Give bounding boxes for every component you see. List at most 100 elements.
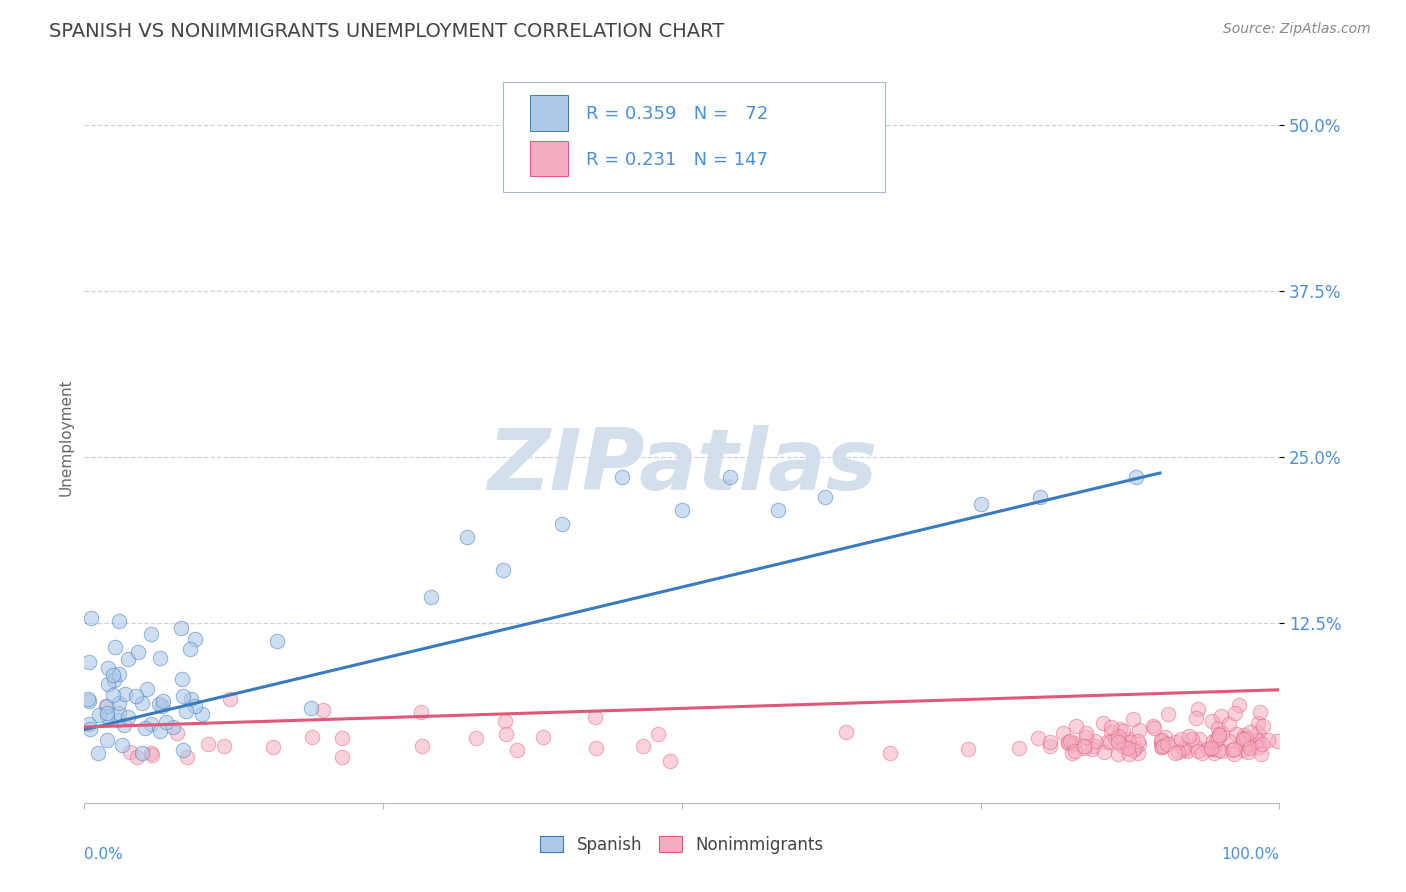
Point [1178,729,1201,743]
Point [1239,737,1261,751]
Text: R = 0.231   N = 147: R = 0.231 N = 147 [586,151,768,169]
Point [612,470,634,484]
Point [1246,733,1268,747]
Point [110,738,132,752]
Point [97,677,120,691]
Bar [530,141,568,177]
Point [1265,734,1288,748]
Point [1099,735,1122,749]
Point [1092,745,1115,759]
Point [107,706,129,721]
Point [1153,730,1175,744]
Point [1223,706,1246,721]
Text: Source: ZipAtlas.com: Source: ZipAtlas.com [1223,22,1371,37]
Point [107,713,129,727]
Point [152,694,174,708]
Point [1074,730,1097,744]
Point [77,692,100,706]
Point [1204,746,1226,760]
Point [1199,741,1222,756]
Point [1118,735,1140,749]
Point [155,715,177,730]
Text: ZIPatlas: ZIPatlas [486,425,877,508]
Point [301,701,323,715]
Point [1123,740,1146,755]
Point [134,722,156,736]
Point [87,746,110,760]
Point [148,697,170,711]
Point [1197,741,1219,756]
Point [1064,718,1087,732]
Point [1206,721,1229,735]
Point [1175,744,1198,758]
Point [718,470,741,484]
Point [96,733,118,747]
Point [1223,742,1246,756]
Point [465,731,488,746]
Point [1039,735,1062,749]
Point [1211,744,1233,758]
Point [1125,470,1147,484]
Point [1083,739,1105,753]
Point [1104,731,1126,746]
Point [197,738,219,752]
Point [659,754,682,768]
Point [551,516,574,531]
Point [495,727,517,741]
Point [117,710,139,724]
Point [1099,720,1122,734]
Point [1188,731,1211,746]
Point [96,708,118,723]
Point [420,590,443,604]
Point [835,725,858,739]
Point [1064,744,1087,758]
Point [104,640,127,654]
Point [1208,731,1230,745]
Point [312,703,335,717]
Point [219,692,242,706]
Point [1211,726,1233,740]
Text: R = 0.359   N =   72: R = 0.359 N = 72 [586,105,769,123]
Text: 100.0%: 100.0% [1222,847,1279,862]
Point [409,706,432,720]
Point [1249,705,1271,719]
Point [1211,708,1233,723]
Point [77,655,100,669]
Point [636,178,658,192]
Point [1122,712,1144,726]
Point [1128,737,1150,751]
Point [1126,733,1149,747]
Point [136,682,159,697]
Point [1202,742,1225,756]
Point [330,749,353,764]
Point [1170,732,1192,747]
Point [166,725,188,739]
Legend: Spanish, Nonimmigrants: Spanish, Nonimmigrants [533,829,831,860]
Point [131,747,153,761]
Point [970,497,993,511]
Point [1181,732,1204,747]
Point [1171,741,1194,756]
Point [172,672,194,686]
Point [1084,734,1107,748]
Point [1201,714,1223,729]
Point [583,709,606,723]
Point [1187,744,1209,758]
Point [79,722,101,736]
Point [149,724,172,739]
Point [266,634,288,648]
Point [1208,743,1230,757]
Point [162,720,184,734]
Point [1229,698,1251,713]
Point [1142,719,1164,733]
Point [1156,737,1178,751]
Point [1247,726,1270,740]
Point [148,650,170,665]
Point [1063,736,1085,750]
Point [1208,728,1230,742]
Point [879,746,901,760]
Point [1073,740,1095,755]
Point [1239,724,1261,739]
Point [108,614,131,628]
Point [647,727,669,741]
